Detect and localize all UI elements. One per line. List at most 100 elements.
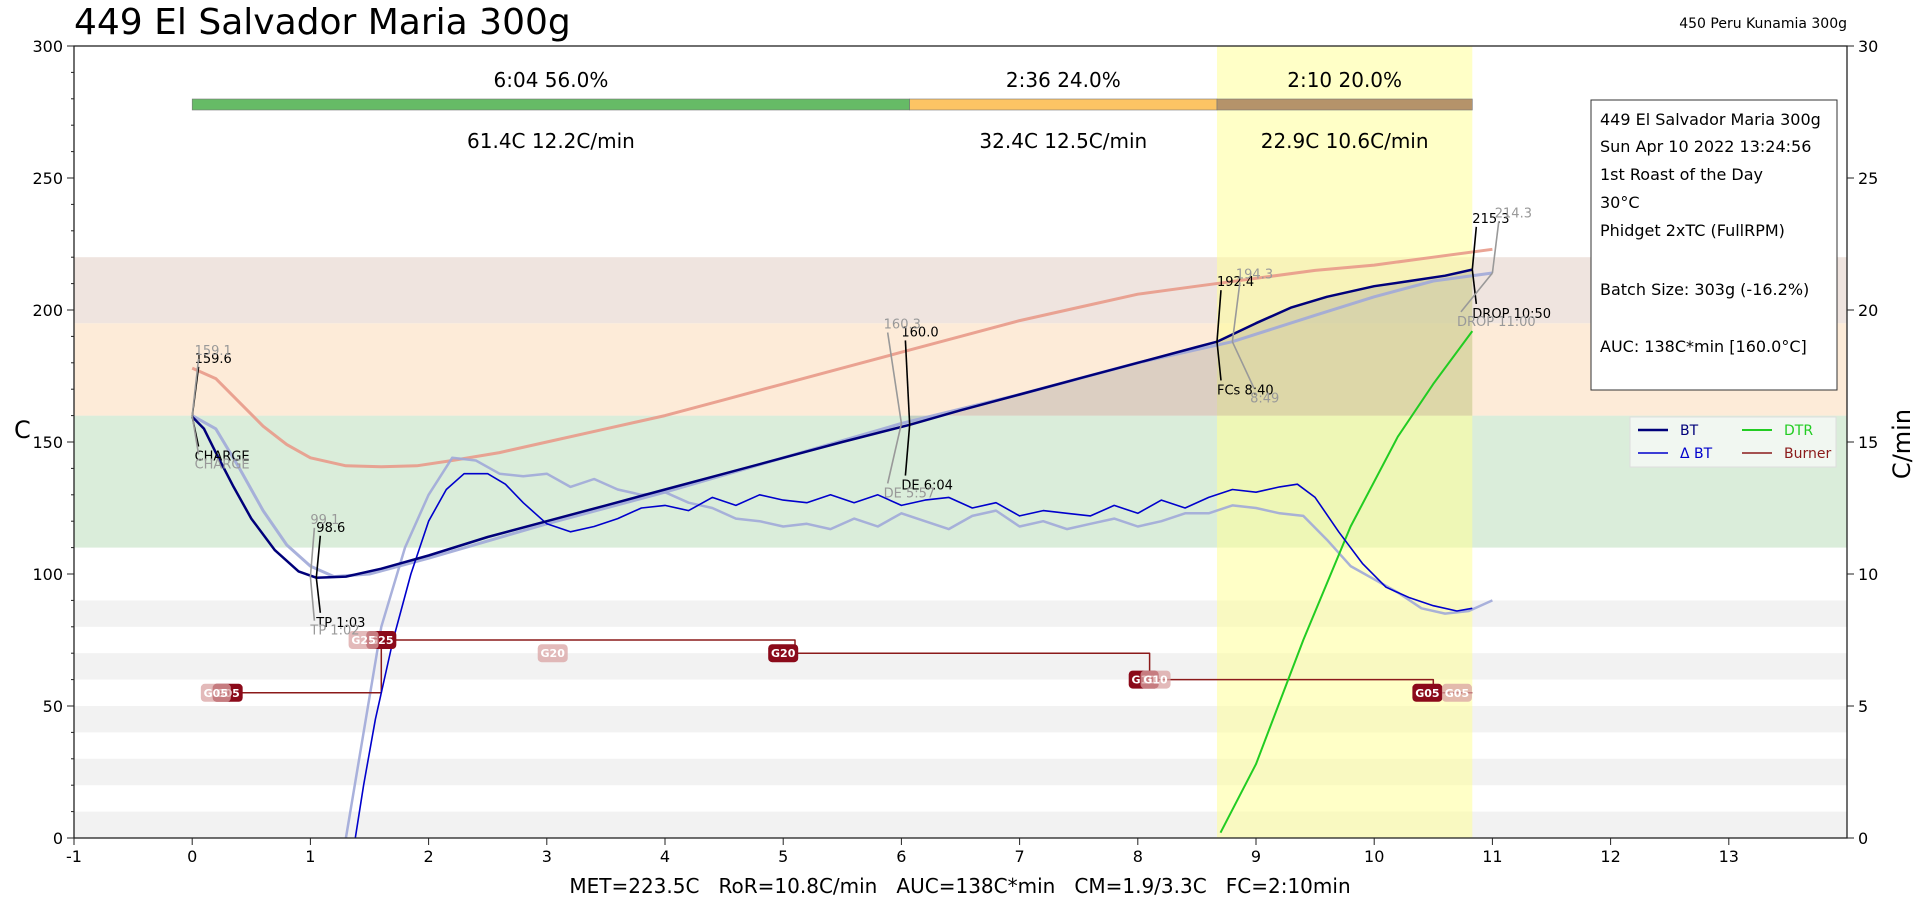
series-layer: G05G25G20G10G05G05G25G20G10G05 <box>191 247 1493 839</box>
stripe-band <box>74 653 1847 680</box>
y-tick-label: 150 <box>32 433 63 452</box>
x-tick-label: 7 <box>1015 847 1025 866</box>
info-line: 30°C <box>1600 193 1640 212</box>
annotation-label: 160.0 <box>901 325 938 340</box>
series-bt-background <box>191 271 1493 579</box>
series-bt <box>354 472 1473 839</box>
y-tick-label: 200 <box>32 301 63 320</box>
event-marker: G05 <box>1412 683 1443 702</box>
x-tick-label: 11 <box>1482 847 1502 866</box>
bt-area-fill <box>909 269 1473 425</box>
info-box-frame <box>1590 99 1838 391</box>
y-axis-label-left: C <box>14 416 31 444</box>
annotation-label: 215.3 <box>1472 212 1509 227</box>
stripe-band <box>74 706 1847 733</box>
info-line: AUC: 138C*min [160.0°C] <box>1600 337 1807 356</box>
annotation-label: DE 6:04 <box>901 479 953 494</box>
x-tick-label: -1 <box>66 847 82 866</box>
series-et-background <box>191 247 1493 469</box>
event-label: G05 <box>204 687 228 700</box>
temperature-band <box>74 323 1847 416</box>
stripe-band <box>74 600 1847 627</box>
event-label: G20 <box>771 647 796 660</box>
x-tick-label: 3 <box>542 847 552 866</box>
phase-time-pct: 2:10 20.0% <box>1287 68 1402 92</box>
event-label: G25 <box>351 634 375 647</box>
phase-temp-ror: 22.9C 10.6C/min <box>1261 129 1429 153</box>
annotation-leader <box>191 415 200 455</box>
info-line: Phidget 2xTC (FullRPM) <box>1600 221 1785 240</box>
annotation-label: 159.6 <box>195 352 232 367</box>
info-line: 1st Roast of the Day <box>1600 165 1763 184</box>
annotation-leader <box>904 424 911 476</box>
annotation-leader <box>1471 269 1478 305</box>
annotation-leader <box>191 358 200 416</box>
annotation-label: 99.1 <box>310 513 339 528</box>
event-marker: G20 <box>768 644 799 663</box>
annotation-label: FCs 8:40 <box>1217 383 1274 398</box>
chart-legend: BT DTR Δ BT Burner <box>1629 416 1837 468</box>
legend-label-burner: Burner <box>1784 446 1831 462</box>
event-badge <box>768 644 799 663</box>
x-tick-label: 8 <box>1133 847 1143 866</box>
roast-stats-line: MET=223.5C RoR=10.8C/min AUC=138C*min CM… <box>569 874 1350 898</box>
y-tick-label: 50 <box>43 697 63 716</box>
legend-frame <box>1629 416 1837 468</box>
annotation-label: DROP 10:50 <box>1472 307 1551 322</box>
development-window <box>1216 46 1473 838</box>
annotation-label: 194.3 <box>1236 267 1273 282</box>
roast-info-box: 449 El Salvador Maria 300g Sun Apr 10 20… <box>1590 99 1838 391</box>
phase-temp-ror: 32.4C 12.5C/min <box>979 129 1147 153</box>
y-tick-label: 250 <box>32 169 63 188</box>
phase-bar-segment <box>909 98 1218 111</box>
annotation-label: 192.4 <box>1217 275 1254 290</box>
info-line: 449 El Salvador Maria 300g <box>1600 110 1821 129</box>
event-badge <box>1441 683 1472 702</box>
phase-time-pct: 2:36 24.0% <box>1006 68 1121 92</box>
annotation-label: TP 1:03 <box>315 616 365 631</box>
annotation-leader <box>1231 282 1241 342</box>
stripe-band <box>74 758 1847 786</box>
phase-bar-segment <box>191 98 910 111</box>
x-tick-label: 5 <box>778 847 788 866</box>
series-bt-background <box>344 456 1493 839</box>
x-tick-label: 4 <box>660 847 670 866</box>
series-bt <box>191 268 1473 579</box>
event-marker: G05 <box>1441 683 1472 702</box>
annotation-leader <box>309 527 316 577</box>
annotation-leader <box>1471 226 1478 270</box>
event-label: G20 <box>541 647 566 660</box>
y2-tick-label: 30 <box>1858 37 1878 56</box>
annotation-leader <box>904 340 911 425</box>
x-tick-label: 1 <box>305 847 315 866</box>
event-badge <box>1412 683 1443 702</box>
temperature-band <box>74 415 1847 548</box>
annotation-label: 160.3 <box>884 317 921 332</box>
annotation-label: CHARGE <box>195 457 250 472</box>
event-badge <box>1140 670 1171 689</box>
y-tick-label: 300 <box>32 37 63 56</box>
annotation-label: 159.1 <box>195 344 232 359</box>
annotation-label: DROP 11:00 <box>1457 315 1536 330</box>
series-dtr <box>1219 330 1474 834</box>
y2-tick-label: 5 <box>1858 697 1868 716</box>
y-tick-label: 0 <box>53 829 63 848</box>
event-marker: G25 <box>348 631 379 649</box>
legend-label-bt: BT <box>1680 423 1699 439</box>
background-layer <box>74 46 1847 838</box>
annotation-label: CHARGE <box>195 449 250 464</box>
annotation-leader <box>1491 221 1500 274</box>
event-label: G05 <box>1415 687 1439 700</box>
event-badge <box>200 683 231 702</box>
y2-tick-label: 20 <box>1858 301 1878 320</box>
y-axis-label-right: C/min <box>1888 409 1916 479</box>
annotation-label: TP 1:02 <box>309 624 359 639</box>
background-profile-title: 450 Peru Kunamia 300g <box>1679 16 1847 32</box>
annotation-leader <box>1460 272 1494 313</box>
y2-tick-label: 25 <box>1858 169 1878 188</box>
event-badge <box>348 631 379 649</box>
phase-time-pct: 6:04 56.0% <box>494 68 609 92</box>
event-badge <box>537 644 568 663</box>
event-marker: G10 <box>1140 670 1171 689</box>
